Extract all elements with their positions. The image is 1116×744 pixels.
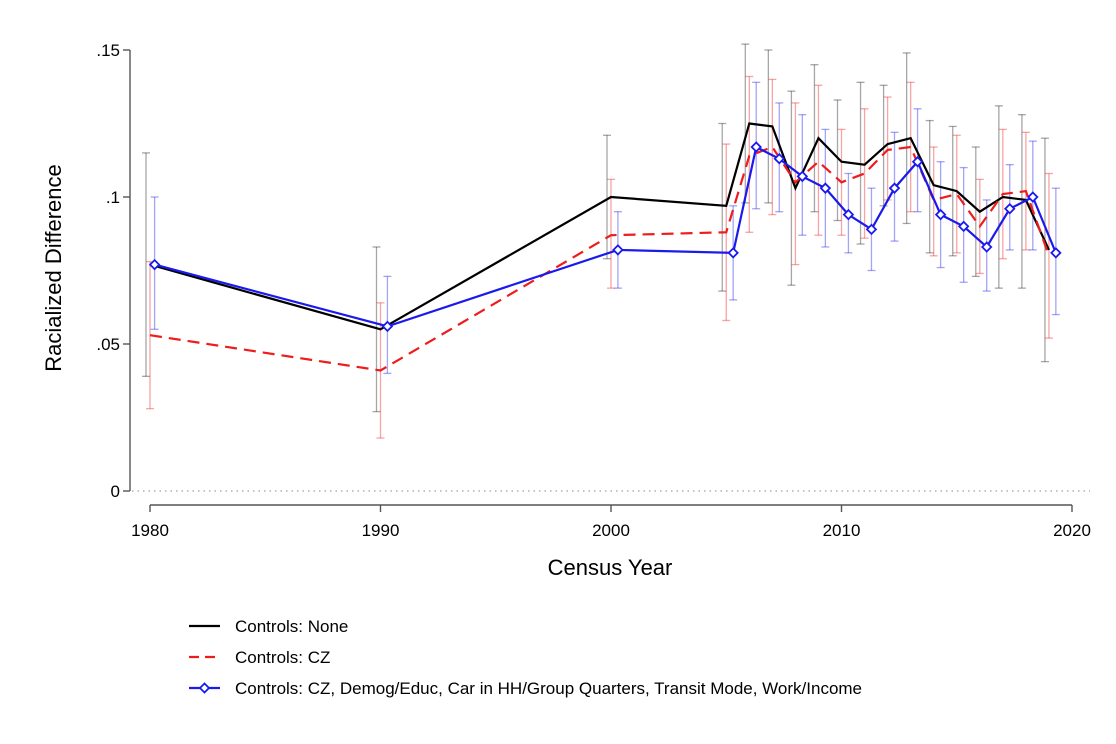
data-point-marker — [934, 208, 947, 221]
legend-marker — [198, 682, 211, 694]
data-point-marker — [727, 247, 739, 259]
y-tick-label: .05 — [96, 335, 120, 354]
data-point-marker — [773, 153, 786, 165]
series-line — [149, 122, 1050, 331]
legend-entry: Controls: CZ — [189, 648, 330, 667]
error-bar — [718, 122, 727, 292]
error-bar — [906, 81, 915, 213]
y-tick-label: .1 — [106, 188, 120, 207]
data-point-marker — [957, 220, 970, 233]
y-axis-title: Racialized Difference — [41, 164, 66, 371]
error-bar — [810, 64, 819, 213]
data-point-marker — [819, 182, 832, 194]
data-point-marker — [1027, 191, 1039, 203]
error-bar — [607, 178, 615, 289]
y-tick-label: .15 — [96, 41, 120, 60]
data-point-marker — [1003, 202, 1016, 215]
data-point-marker — [381, 320, 394, 333]
error-bar — [1044, 172, 1053, 339]
error-bar — [925, 119, 934, 254]
y-axis-ticks: 0 .05 .1 .15 — [96, 41, 130, 501]
series-line — [154, 145, 1057, 328]
data-point-marker — [796, 170, 809, 183]
data-point-marker — [148, 258, 161, 271]
x-tick-label: 1980 — [131, 521, 169, 540]
y-tick-label: 0 — [111, 482, 120, 501]
legend-label: Controls: None — [235, 617, 348, 636]
data-point-marker — [865, 223, 878, 236]
x-tick-label: 2010 — [823, 521, 861, 540]
data-point-marker — [612, 244, 624, 256]
x-axis-title: Census Year — [548, 555, 673, 580]
error-bar — [768, 78, 777, 216]
series-line — [149, 145, 1050, 372]
error-bar — [1040, 137, 1049, 363]
legend: Controls: None Controls: CZ Controls: CZ, … — [189, 617, 862, 698]
error-bar — [833, 99, 842, 222]
data-point-marker — [911, 155, 924, 168]
error-bar — [994, 105, 1003, 289]
legend-label: Controls: CZ, Demog/Educ, Car in HH/Grou… — [235, 679, 862, 698]
legend-entry: Controls: CZ, Demog/Educ, Car in HH/Grou… — [189, 679, 862, 698]
error-bar — [787, 90, 796, 286]
error-bar — [142, 152, 150, 377]
x-tick-label: 2000 — [592, 521, 630, 540]
series-markers — [148, 141, 1062, 333]
error-bar — [883, 96, 892, 201]
error-bar — [745, 75, 754, 233]
legend-label: Controls: CZ — [235, 648, 330, 667]
error-bar — [860, 108, 869, 239]
error-bar — [971, 146, 980, 278]
data-point-marker — [842, 208, 855, 221]
error-bar — [952, 134, 961, 254]
series-lines — [149, 122, 1057, 372]
confidence-intervals — [142, 43, 1060, 439]
data-point-marker — [1050, 247, 1062, 259]
data-point-marker — [888, 182, 901, 194]
error-bar — [741, 43, 750, 204]
data-point-marker — [750, 141, 762, 153]
data-point-marker — [980, 241, 993, 253]
x-axis-ticks: 1980 1990 2000 2010 2020 — [131, 505, 1091, 540]
error-bar — [814, 84, 823, 236]
x-tick-label: 1990 — [362, 521, 400, 540]
x-tick-label: 2020 — [1053, 521, 1091, 540]
legend-entry: Controls: None — [189, 617, 348, 636]
